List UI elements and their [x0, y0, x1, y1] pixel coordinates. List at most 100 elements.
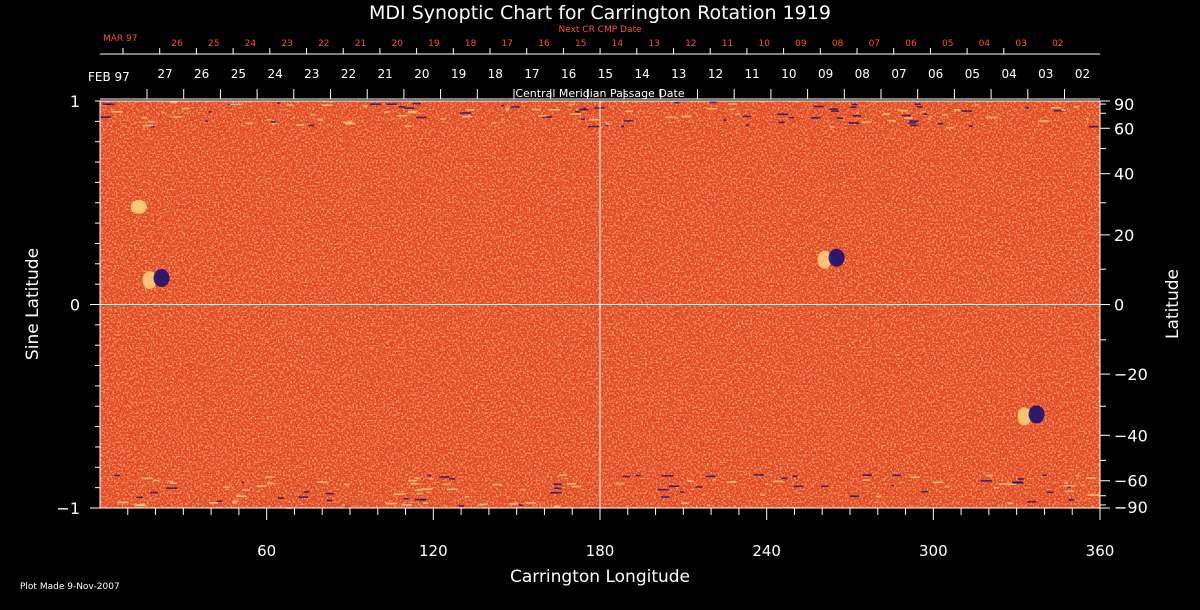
chart-title: MDI Synoptic Chart for Carrington Rotati… — [369, 2, 831, 24]
y-axis-left-title: Sine Latitude — [23, 248, 43, 360]
y-left-tick-label: 1 — [70, 92, 80, 111]
next-cr-date-label: 10 — [758, 39, 770, 49]
polar-speckle — [506, 109, 510, 111]
polar-speckle — [466, 109, 475, 111]
polar-speckle — [621, 125, 624, 128]
polar-speckle — [1089, 126, 1099, 128]
next-cr-date-label: 04 — [979, 39, 991, 49]
next-cr-date-label: 09 — [795, 39, 807, 49]
polar-speckle — [1064, 482, 1068, 484]
polar-speckle — [921, 490, 929, 493]
polar-speckle — [142, 124, 153, 127]
polar-speckle — [735, 113, 740, 115]
polar-speckle — [605, 123, 611, 125]
polar-speckle — [408, 110, 418, 113]
polar-speckle — [923, 113, 928, 115]
polar-speckle — [317, 481, 327, 483]
next-cr-date-label: 03 — [1015, 39, 1026, 49]
next-cr-date-label: 05 — [942, 39, 953, 49]
y-right-tick-label: 60 — [1114, 119, 1134, 138]
x-tick-label: 120 — [419, 542, 448, 560]
polar-speckle — [492, 122, 497, 124]
polar-speckle — [458, 505, 464, 507]
polar-speckle — [440, 118, 445, 120]
polar-speckle — [173, 116, 181, 118]
polar-speckle — [810, 117, 821, 119]
positive-polarity-patch — [1017, 407, 1032, 426]
polar-speckle — [141, 117, 148, 119]
polar-speckle — [1061, 109, 1066, 111]
polar-speckle — [343, 483, 350, 486]
polar-speckle — [416, 116, 427, 119]
polar-speckle — [705, 475, 716, 478]
x-tick-label: 180 — [586, 542, 615, 560]
polar-speckle — [100, 116, 111, 118]
negative-polarity-patch — [153, 269, 170, 288]
polar-speckle — [753, 474, 764, 476]
polar-speckle — [408, 479, 417, 482]
y-right-tick-label: −90 — [1114, 498, 1148, 517]
cmp-date-label: 27 — [157, 67, 172, 81]
polar-speckle — [509, 503, 519, 505]
polar-speckle — [706, 108, 718, 110]
polar-speckle — [570, 113, 582, 115]
polar-speckle — [829, 108, 839, 110]
polar-speckle — [310, 113, 316, 116]
polar-speckle — [232, 500, 238, 503]
polar-speckle — [518, 504, 523, 506]
cmp-date-label: 22 — [341, 67, 356, 81]
polar-speckle — [1008, 483, 1016, 486]
polar-speckle — [861, 121, 871, 124]
polar-speckle — [271, 121, 276, 123]
y-right-tick-label: −20 — [1114, 365, 1148, 384]
cmp-date-label: 23 — [304, 67, 319, 81]
polar-speckle — [849, 495, 860, 497]
polar-speckle — [362, 104, 368, 107]
polar-speckle — [232, 502, 237, 504]
polar-speckle — [410, 483, 419, 485]
polar-speckle — [267, 482, 275, 485]
cmp-date-label: 02 — [1075, 67, 1090, 81]
polar-speckle — [788, 116, 795, 119]
y-left-tick-label: −1 — [56, 499, 80, 518]
polar-speckle — [765, 483, 769, 486]
positive-polarity-patch — [817, 250, 832, 269]
polar-speckle — [985, 474, 994, 477]
polar-speckle — [136, 496, 144, 499]
y-right-tick-label: −60 — [1114, 472, 1148, 491]
polar-speckle — [147, 120, 155, 123]
cmp-date-label: 19 — [451, 67, 466, 81]
polar-speckle — [464, 496, 470, 498]
polar-speckle — [875, 495, 882, 498]
polar-speckle — [276, 102, 280, 104]
polar-speckle — [695, 486, 703, 488]
polar-speckle — [427, 474, 432, 477]
polar-speckle — [566, 483, 574, 485]
polar-speckle — [256, 485, 267, 487]
polar-speckle — [267, 118, 272, 121]
polar-speckle — [166, 487, 178, 489]
next-cr-date-label: 08 — [832, 39, 844, 49]
polar-speckle — [1027, 501, 1036, 503]
x-tick-label: 240 — [752, 542, 781, 560]
polar-speckle — [581, 118, 585, 120]
polar-speckle — [579, 108, 589, 111]
polar-speckle — [296, 124, 305, 126]
next-cr-date-label: 25 — [208, 39, 219, 49]
polar-speckle — [968, 125, 973, 127]
polar-speckle — [974, 103, 979, 106]
polar-speckle — [897, 109, 908, 112]
polar-speckle — [904, 117, 913, 119]
polar-speckle — [170, 101, 177, 104]
polar-speckle — [830, 486, 834, 489]
polar-speckle — [910, 476, 920, 478]
next-cr-date-label: 14 — [612, 39, 624, 49]
next-cr-axis-label: Next CR CMP Date — [558, 25, 642, 35]
polar-speckle — [674, 101, 680, 104]
polar-speckle — [709, 101, 717, 104]
next-cr-date-label: 11 — [722, 39, 733, 49]
next-cr-date-label: 23 — [281, 39, 292, 49]
next-cr-date-label: 21 — [355, 39, 366, 49]
polar-speckle — [414, 498, 427, 501]
polar-speckle — [622, 101, 625, 104]
